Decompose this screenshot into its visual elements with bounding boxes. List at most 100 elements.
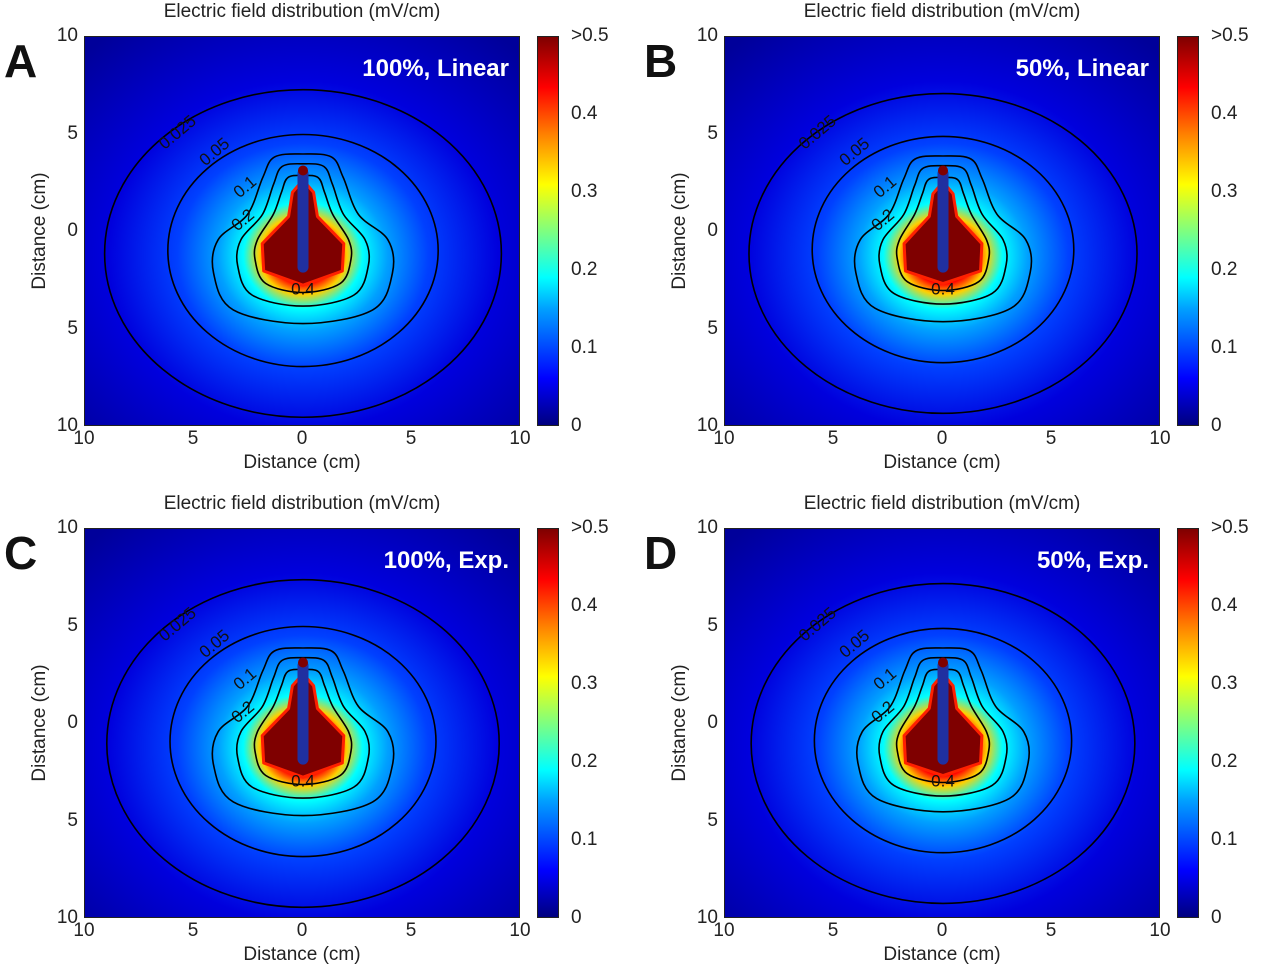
electrode-tip (298, 657, 308, 668)
x-tick-label: 0 (296, 428, 308, 449)
y-tick-label: 5 (707, 122, 718, 144)
electrode-tip (938, 657, 948, 668)
y-tick-label: 5 (707, 614, 718, 636)
contour-line (813, 627, 1073, 854)
colorbar-tick-label: 0.1 (1211, 829, 1238, 850)
x-tick-label: 10 (73, 920, 95, 941)
panel-label: A (4, 35, 38, 87)
y-tick-label: 10 (56, 415, 78, 436)
contour-line (211, 647, 395, 817)
chart-title: Electric field distribution (mV/cm) (803, 1, 1081, 22)
x-tick-label: 5 (827, 920, 839, 941)
colorbar-tick-label: 0.3 (1211, 181, 1238, 202)
contour-line (167, 133, 439, 368)
y-tick-label: 5 (67, 809, 78, 831)
x-tick-label: 10 (713, 920, 735, 941)
panel-label: C (4, 527, 38, 579)
colorbar-tick-label: 0 (571, 907, 582, 928)
colorbar-tick-label: >0.5 (1211, 517, 1249, 538)
chart-title: Electric field distribution (mV/cm) (163, 493, 441, 514)
x-tick-label: 10 (1149, 428, 1171, 449)
x-tick-label: 5 (827, 428, 839, 449)
heatmap-plot-area: 0.025 0.05 0.1 0.2 0.4 100%, Linear (84, 36, 520, 426)
panel-b: Electric field distribution (mV/cm) B 0.02… (640, 0, 1280, 480)
contour-line (895, 176, 991, 292)
panel-c: Electric field distribution (mV/cm) C 0.02… (0, 492, 640, 972)
y-tick-label: 0 (707, 220, 718, 241)
colorbar (1177, 528, 1199, 918)
colorbar-tick-label: 0.1 (571, 337, 598, 358)
panel-label: D (644, 527, 678, 579)
colorbar-tick-label: 0 (1211, 415, 1222, 436)
y-tick-label: 10 (696, 415, 718, 436)
contour-line (856, 647, 1030, 813)
y-tick-label: 0 (67, 220, 78, 241)
colorbar-tick-label: 0.3 (571, 181, 598, 202)
x-tick-label: 0 (936, 920, 948, 941)
contour-line (878, 164, 1008, 305)
y-axis-label: Distance (cm) (669, 172, 690, 290)
y-axis-label: Distance (cm) (29, 172, 50, 290)
colorbar-tick-label: 0.4 (571, 103, 598, 124)
contour-label: 0.4 (931, 771, 955, 790)
panel-label: B (644, 35, 678, 87)
colorbar-tick-label: 0.1 (571, 829, 598, 850)
colorbar (537, 36, 559, 426)
x-tick-label: 5 (405, 428, 417, 449)
panel-d: Electric field distribution (mV/cm) D 0.02… (640, 492, 1280, 972)
colorbar-tick-label: 0.2 (571, 751, 598, 772)
contour-line (253, 174, 353, 294)
x-tick-label: 10 (509, 428, 531, 449)
y-tick-label: 5 (67, 317, 78, 339)
x-tick-label: 10 (73, 428, 95, 449)
x-tick-label: 5 (1045, 920, 1057, 941)
y-tick-label: 5 (67, 614, 78, 636)
x-tick-label: 5 (405, 920, 417, 941)
contour-line (235, 656, 371, 799)
x-tick-label: 10 (1149, 920, 1171, 941)
condition-annotation: 100%, Exp. (383, 547, 509, 574)
y-tick-label: 0 (707, 712, 718, 733)
contour-line (895, 668, 991, 784)
colorbar-tick-label: 0.1 (1211, 337, 1238, 358)
colorbar-tick-label: 0 (571, 415, 582, 436)
contour-line (853, 155, 1033, 323)
y-tick-label: 10 (56, 907, 78, 928)
chart-title: Electric field distribution (mV/cm) (163, 1, 441, 22)
x-tick-label: 5 (187, 428, 199, 449)
x-tick-label: 0 (296, 920, 308, 941)
contour-line (750, 582, 1136, 905)
heatmap-plot-area: 0.025 0.05 0.1 0.2 0.4 50%, Linear (724, 36, 1160, 426)
colorbar-tick-label: >0.5 (571, 517, 609, 538)
y-tick-label: 10 (696, 517, 718, 538)
y-tick-label: 10 (56, 25, 78, 46)
colorbar-tick-label: 0.3 (571, 673, 598, 694)
colorbar (537, 528, 559, 918)
colorbar-tick-label: >0.5 (571, 25, 609, 46)
contour-label: 0.4 (291, 771, 315, 790)
y-tick-label: 10 (696, 907, 718, 928)
contour-line (106, 578, 500, 909)
condition-annotation: 50%, Exp. (1036, 547, 1149, 574)
x-axis-label: Distance (cm) (883, 944, 1001, 965)
x-axis-label: Distance (cm) (243, 452, 361, 473)
x-axis-label: Distance (cm) (243, 944, 361, 965)
colorbar-tick-label: 0.4 (571, 595, 598, 616)
y-tick-label: 5 (67, 122, 78, 144)
x-tick-label: 10 (509, 920, 531, 941)
electrode-tip (298, 165, 308, 176)
contour-label: 0.4 (291, 279, 315, 298)
y-tick-label: 10 (56, 517, 78, 538)
y-axis-label: Distance (cm) (29, 664, 50, 782)
chart-title: Electric field distribution (mV/cm) (803, 493, 1081, 514)
contour-label: 0.4 (931, 279, 955, 298)
y-axis-label: Distance (cm) (669, 664, 690, 782)
colorbar-tick-label: 0.2 (1211, 751, 1238, 772)
y-tick-label: 0 (67, 712, 78, 733)
x-tick-label: 5 (187, 920, 199, 941)
y-tick-label: 5 (707, 317, 718, 339)
contour-line (211, 153, 395, 325)
